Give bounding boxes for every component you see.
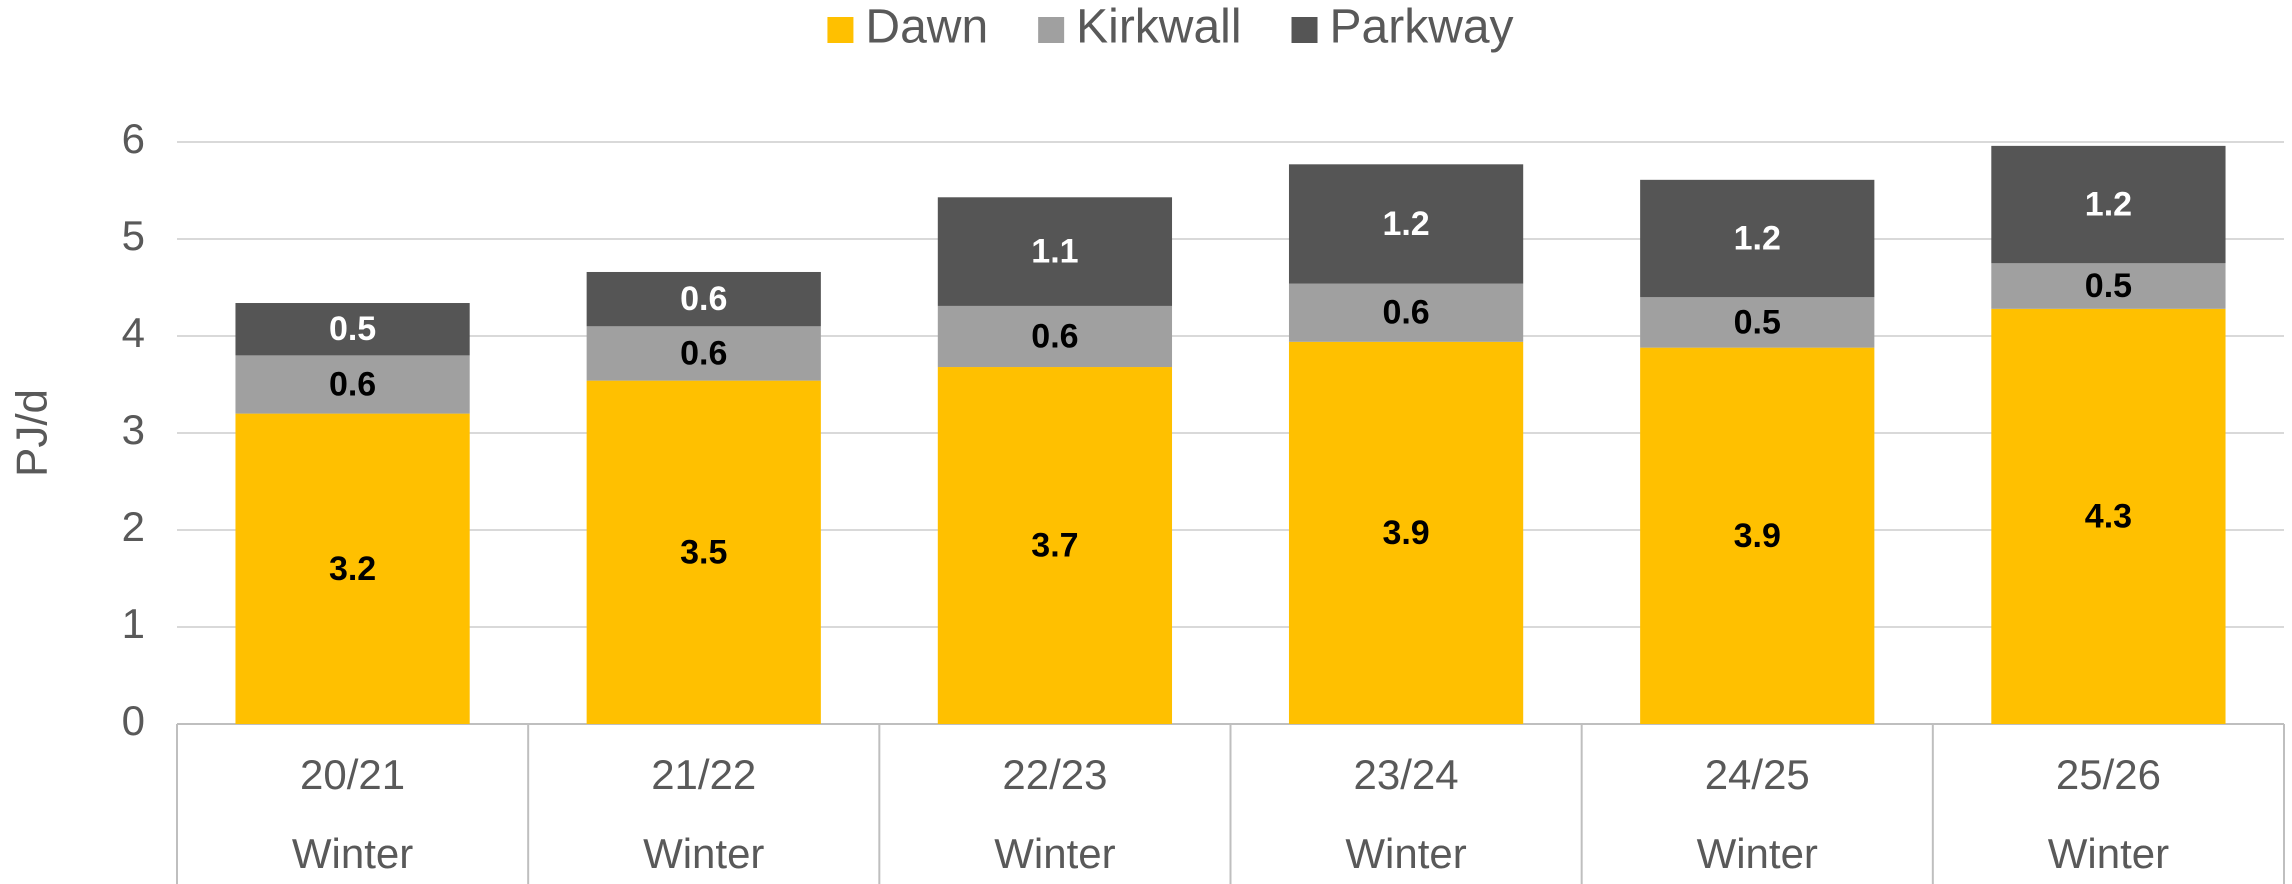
x-tick-label: Winter: [1345, 830, 1466, 877]
y-tick-label: 6: [122, 115, 145, 162]
bar-segment: [937, 197, 1173, 306]
bar-segment: [1288, 341, 1524, 724]
bar-segment: [1640, 347, 1875, 724]
x-tick-label: Winter: [643, 830, 764, 877]
x-tick-label: 20/21: [300, 751, 405, 798]
x-tick-label: Winter: [994, 830, 1115, 877]
y-tick-label: 0: [122, 697, 145, 744]
y-tick-label: 5: [122, 212, 145, 259]
data-label: 3.5: [680, 533, 727, 571]
legend-label: Kirkwall: [1076, 1, 1241, 54]
bar-segment: [586, 271, 821, 327]
data-label: 0.5: [1734, 303, 1781, 341]
legend-swatch: [827, 17, 854, 43]
bar-segment: [937, 367, 1173, 724]
data-label: 3.2: [329, 550, 376, 588]
y-tick-label: 2: [122, 503, 145, 550]
bar-segment: [1640, 297, 1875, 348]
x-tick-label: 25/26: [2056, 751, 2161, 798]
x-tick-label: 23/24: [1354, 751, 1459, 798]
legend-label: Dawn: [865, 1, 988, 54]
x-tick-label: 22/23: [1002, 751, 1107, 798]
legend-swatch: [1291, 17, 1318, 43]
data-label: 0.5: [2085, 267, 2132, 305]
x-tick-label: Winter: [1697, 830, 1818, 877]
data-label: 3.7: [1031, 527, 1078, 565]
bar-segment: [937, 305, 1173, 368]
data-label: 1.2: [1382, 205, 1429, 243]
y-tick-label: 1: [122, 600, 145, 647]
bar-segment: [235, 355, 470, 414]
x-tick-label: Winter: [292, 830, 413, 877]
legend-swatch: [1038, 17, 1065, 43]
bar-segment: [235, 413, 470, 724]
legend-label: Parkway: [1330, 1, 1514, 54]
bar-segment: [1991, 263, 2226, 309]
x-tick-label: 24/25: [1705, 751, 1810, 798]
data-label: 4.3: [2085, 497, 2132, 535]
bar-segment: [235, 303, 470, 356]
bar-segment: [586, 326, 821, 381]
data-label: 3.9: [1734, 517, 1781, 555]
bar-segment: [1991, 145, 2226, 264]
bar-segment: [586, 380, 821, 724]
data-label: 1.2: [2085, 186, 2132, 224]
data-label: 0.6: [1031, 317, 1078, 355]
y-tick-label: 4: [122, 309, 145, 356]
bar-segment: [1288, 164, 1524, 284]
data-label: 0.6: [1382, 294, 1429, 332]
data-label: 3.9: [1382, 514, 1429, 552]
data-label: 0.6: [680, 334, 727, 372]
y-tick-label: 3: [122, 406, 145, 453]
data-label: 1.2: [1734, 219, 1781, 257]
bar-segment: [1640, 179, 1875, 298]
x-tick-label: Winter: [2048, 830, 2169, 877]
bar-segment: [1288, 283, 1524, 342]
bar-segment: [1991, 308, 2226, 724]
x-tick-label: 21/22: [651, 751, 756, 798]
data-label: 0.6: [329, 365, 376, 403]
data-label: 0.6: [680, 280, 727, 318]
y-axis-label: PJ/d: [8, 389, 57, 477]
data-label: 1.1: [1031, 233, 1078, 271]
data-label: 0.5: [329, 310, 376, 348]
